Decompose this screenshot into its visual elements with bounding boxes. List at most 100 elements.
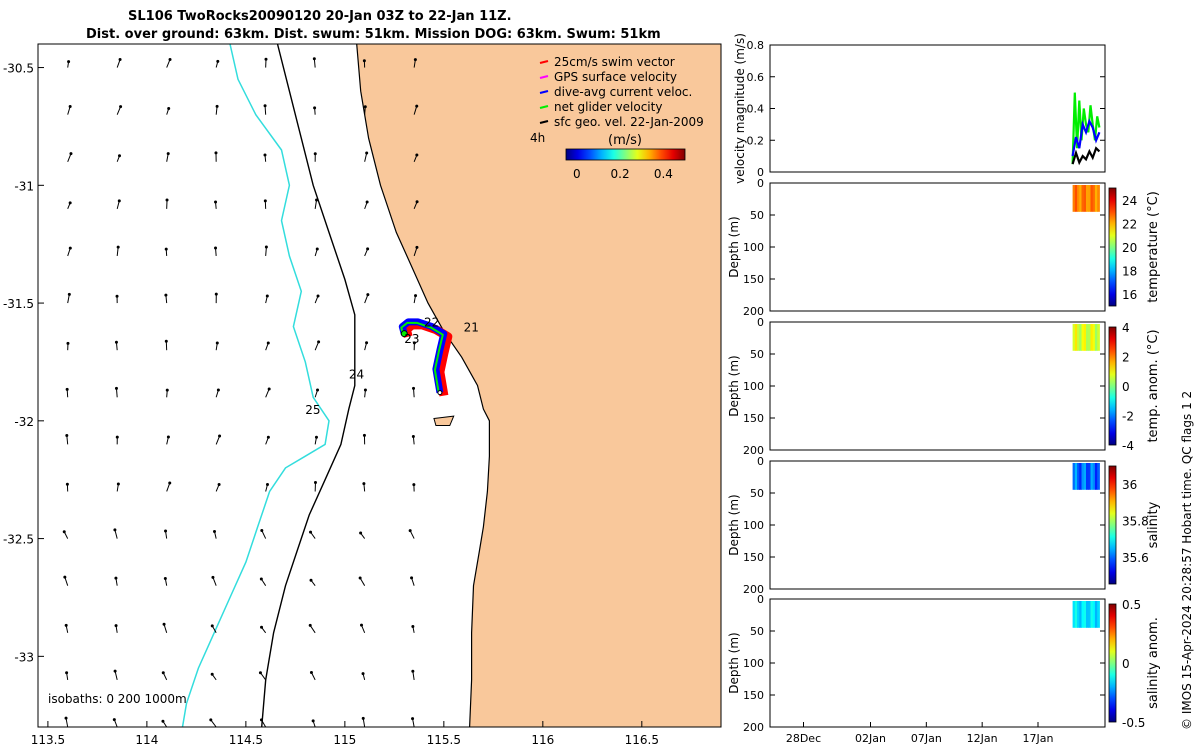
current-vector-head (265, 294, 269, 298)
current-vector-head (117, 154, 121, 158)
day-label: 21 (464, 320, 479, 334)
current-vector-head (66, 341, 70, 345)
colorbar-tick-label: -2 (1122, 410, 1134, 424)
current-vector-head (411, 624, 415, 628)
current-vector-head (168, 481, 172, 485)
current-vector-head (358, 576, 362, 580)
current-vector-head (359, 531, 363, 535)
map-ytick-label: -31 (14, 179, 34, 193)
panel-ytick-label: 100 (743, 241, 764, 254)
current-vector-head (361, 672, 365, 676)
current-vector-head (163, 577, 167, 581)
legend-label: net glider velocity (554, 100, 662, 114)
track-end-marker (400, 330, 408, 338)
panel-frame (769, 460, 1106, 590)
section-data-cell (1072, 601, 1076, 628)
current-vector-head (164, 529, 168, 533)
section-data-cell (1094, 185, 1098, 212)
map-frame (37, 43, 722, 728)
current-vector-head (116, 245, 120, 249)
current-vector-head (316, 388, 320, 392)
map-xtick-label: 114 (135, 733, 158, 747)
current-vector-head (361, 716, 365, 720)
current-vector-head (115, 435, 119, 439)
current-vector-head (411, 669, 415, 673)
section-data-cell (1086, 463, 1089, 490)
current-vector-head (259, 718, 263, 722)
panel-ylabel: Depth (m) (727, 355, 741, 416)
legend-swatch (539, 90, 549, 94)
current-vector-head (113, 669, 117, 673)
section-data-cell (1072, 185, 1076, 212)
colorbar-tick-label: 16 (1122, 288, 1137, 302)
velocity-series-line (1071, 118, 1101, 157)
map-xtick-label: 116.5 (625, 733, 659, 747)
current-vector-head (114, 386, 118, 390)
panel-ytick-label: 0 (757, 455, 764, 468)
colorbar-tick-label: 0.2 (611, 167, 630, 181)
panel-ytick-label: 0 (757, 316, 764, 329)
current-vector-head (263, 199, 267, 203)
current-vector-head (266, 435, 270, 439)
map-xtick-label: 116 (531, 733, 554, 747)
section-data-cell (1090, 601, 1094, 628)
colorbar-label: salinity anom. (1146, 617, 1161, 709)
map-ytick-label: -30.5 (3, 62, 34, 76)
legend-swatch (539, 60, 549, 64)
current-vector-head (214, 151, 218, 155)
current-vector-head (258, 671, 262, 675)
map-ytick-label: -32.5 (3, 533, 34, 547)
section-data-cell (1083, 463, 1087, 490)
panel-frame (769, 182, 1106, 312)
panel-ytick-label: 200 (743, 444, 764, 457)
panel-ytick-label: 50 (750, 487, 764, 500)
current-vector-head (313, 106, 317, 110)
current-vector-head (366, 247, 370, 251)
colorbar-tick-label: 0.5 (1122, 598, 1141, 612)
isobath-200m (261, 44, 356, 727)
current-vector-head (309, 530, 313, 534)
panel-ytick-label: 200 (743, 721, 764, 734)
panel-ytick-label: 50 (750, 625, 764, 638)
section-data-cell (1074, 463, 1078, 490)
panel-colorbar (1108, 187, 1117, 307)
panel-ylabel: Depth (m) (727, 216, 741, 277)
section-data-cell (1092, 185, 1096, 212)
panel-ylabel: Depth (m) (727, 494, 741, 555)
current-vector-head (265, 482, 269, 486)
current-vector-head (363, 388, 367, 392)
map-xtick-label: 115.5 (427, 733, 461, 747)
panel-ytick-label: 100 (743, 380, 764, 393)
colorbar-tick-label: 4 (1122, 321, 1130, 335)
current-vector-head (164, 339, 168, 343)
section-data-cell (1077, 463, 1080, 490)
map-colorbar (565, 148, 686, 161)
current-vector-head (68, 201, 72, 205)
current-vector-head (309, 671, 313, 675)
current-vector-head (260, 625, 264, 629)
panel-xtick-label: 12Jan (967, 732, 998, 745)
current-vector (314, 341, 320, 351)
panel-ytick-label: 150 (743, 551, 764, 564)
panel-frame (769, 321, 1106, 451)
section-data-cell (1094, 324, 1098, 351)
current-vector-head (63, 575, 67, 579)
panel-ytick-label: 0 (757, 177, 764, 190)
section-data-cell (1097, 324, 1100, 351)
current-vector-head (64, 623, 68, 627)
current-vector-head (161, 671, 165, 675)
current-vector-head (216, 59, 220, 63)
current-vector-head (168, 57, 172, 61)
panel-ytick-label: 0.2 (747, 134, 765, 147)
section-data-cell (1094, 601, 1098, 628)
current-vector-head (112, 718, 116, 722)
current-vector-head (411, 717, 415, 721)
colorbar-tick-label: 35.6 (1122, 551, 1149, 565)
panel-ytick-label: 0 (757, 166, 764, 179)
section-data-cell (1083, 185, 1087, 212)
current-vector-head (363, 105, 367, 109)
current-vector-head (65, 482, 69, 486)
current-vector-head (415, 200, 419, 204)
current-vector-head (362, 59, 366, 63)
